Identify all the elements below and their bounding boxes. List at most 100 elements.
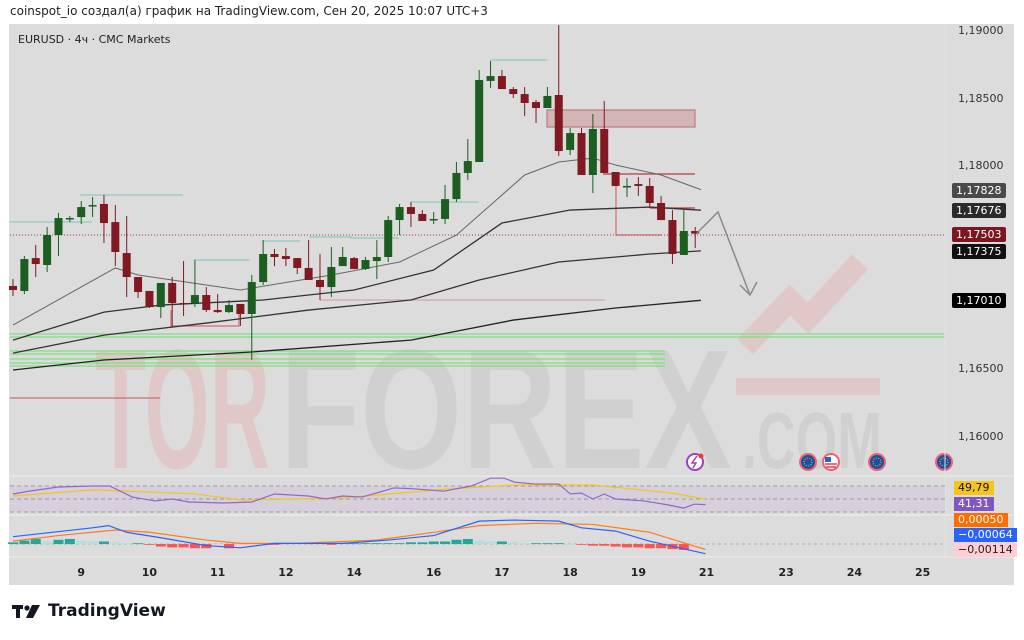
candle-body bbox=[611, 172, 620, 186]
candle bbox=[43, 226, 52, 273]
macd-histogram-bar bbox=[405, 542, 416, 545]
chart-credit: coinspot_io создал(а) график на TradingV… bbox=[10, 4, 488, 18]
candle bbox=[270, 249, 279, 267]
candle bbox=[20, 256, 29, 295]
macd-histogram-bar bbox=[189, 544, 200, 549]
macd-histogram-bar bbox=[531, 543, 542, 545]
price-label: 1,17375 bbox=[952, 243, 1006, 259]
candle-body bbox=[43, 235, 52, 265]
rsi-ma-value-label: 49,79 bbox=[954, 481, 994, 495]
candle-body bbox=[429, 218, 438, 221]
macd-panel[interactable] bbox=[8, 519, 945, 555]
time-tick: 24 bbox=[846, 566, 863, 579]
candle bbox=[293, 258, 302, 275]
price-tick: 1,16000 bbox=[958, 429, 1004, 443]
candle-body bbox=[463, 161, 472, 173]
eu-flag-icon[interactable] bbox=[799, 453, 817, 471]
moving-average-line bbox=[12, 250, 701, 354]
horizontal-rays[interactable] bbox=[10, 59, 547, 261]
candle-body bbox=[145, 290, 154, 308]
macd-histogram-bar bbox=[508, 542, 519, 545]
time-tick: 9 bbox=[77, 566, 86, 579]
candle-body bbox=[202, 295, 211, 311]
candle bbox=[54, 213, 63, 257]
macd-histogram-bar bbox=[133, 543, 144, 545]
macd-histogram-bar bbox=[440, 541, 451, 545]
eu-flag-icon[interactable] bbox=[868, 453, 886, 471]
candle-body bbox=[509, 89, 518, 95]
candle bbox=[259, 240, 268, 286]
macd-histogram-bar bbox=[360, 543, 371, 545]
candle-body bbox=[361, 259, 370, 270]
candle-body bbox=[122, 253, 131, 278]
time-tick: 16 bbox=[426, 566, 442, 579]
macd-histogram-bar bbox=[87, 541, 98, 545]
forecast-arrow[interactable] bbox=[696, 210, 758, 297]
symbol-title[interactable]: EURUSD · 4ч · CMC Markets bbox=[18, 33, 171, 46]
candle bbox=[31, 244, 40, 278]
macd-histogram-bar bbox=[599, 544, 610, 546]
macd-histogram-bar bbox=[326, 544, 337, 545]
candle bbox=[611, 172, 620, 186]
macd-histogram-bar bbox=[19, 540, 30, 545]
candle bbox=[179, 261, 188, 317]
candle-body bbox=[577, 133, 586, 175]
candle bbox=[145, 290, 154, 309]
tradingview-brand: TradingView bbox=[48, 601, 166, 621]
candle-body bbox=[247, 282, 256, 314]
macd-histogram-bar bbox=[110, 542, 121, 545]
candle bbox=[509, 87, 518, 98]
macd-histogram-bar bbox=[610, 544, 621, 547]
candle-body bbox=[88, 205, 97, 207]
macd-histogram-bar bbox=[394, 543, 405, 545]
candle-body bbox=[622, 185, 631, 188]
candle-body bbox=[190, 295, 199, 304]
candle-body bbox=[236, 303, 245, 314]
candle-body bbox=[134, 277, 143, 293]
candle-body bbox=[532, 102, 541, 109]
macd-histogram-bar bbox=[565, 544, 576, 545]
candle-body bbox=[406, 207, 415, 214]
eu-flag-icon[interactable] bbox=[935, 453, 953, 471]
candle-body bbox=[475, 79, 484, 162]
candle bbox=[657, 195, 666, 221]
macd-histogram-bar bbox=[121, 543, 132, 545]
macd-histogram-bar bbox=[678, 544, 689, 550]
time-tick: 14 bbox=[346, 566, 362, 579]
macd-histogram-bar bbox=[621, 544, 632, 548]
tradingview-logo[interactable]: TradingView bbox=[12, 601, 166, 621]
candle bbox=[338, 246, 347, 267]
candle bbox=[304, 240, 313, 281]
candle-body bbox=[543, 95, 552, 109]
candle-body bbox=[441, 199, 450, 219]
candle bbox=[463, 138, 472, 180]
candle bbox=[99, 195, 108, 244]
price-tick: 1,18500 bbox=[958, 91, 1004, 105]
resistance-drawings[interactable] bbox=[10, 109, 696, 399]
candle bbox=[327, 246, 336, 298]
candle-body bbox=[600, 128, 609, 173]
watermark: TORFOREX .COM bbox=[95, 254, 882, 505]
candle bbox=[372, 240, 381, 280]
time-tick: 18 bbox=[562, 566, 578, 579]
price-tick: 1,18000 bbox=[958, 159, 1004, 173]
candle-body bbox=[281, 256, 290, 260]
support-zones[interactable] bbox=[10, 333, 945, 367]
candle bbox=[122, 215, 131, 298]
candle-body bbox=[384, 220, 393, 258]
us-flag-icon[interactable] bbox=[822, 453, 840, 471]
rsi-panel[interactable] bbox=[10, 477, 945, 513]
candle bbox=[361, 257, 370, 270]
candle-body bbox=[486, 76, 495, 81]
macd-histogram-bar bbox=[8, 542, 18, 545]
watermark-lettering: TORFOREX .COM bbox=[95, 315, 882, 505]
macd-histogram-bar bbox=[474, 540, 485, 545]
candle-body bbox=[395, 207, 404, 221]
lightning-icon[interactable] bbox=[686, 453, 704, 471]
price-tick: 1,16500 bbox=[958, 362, 1004, 376]
candle bbox=[168, 277, 177, 327]
candle-body bbox=[225, 305, 234, 313]
candle bbox=[225, 300, 234, 314]
candle-body bbox=[668, 220, 677, 255]
